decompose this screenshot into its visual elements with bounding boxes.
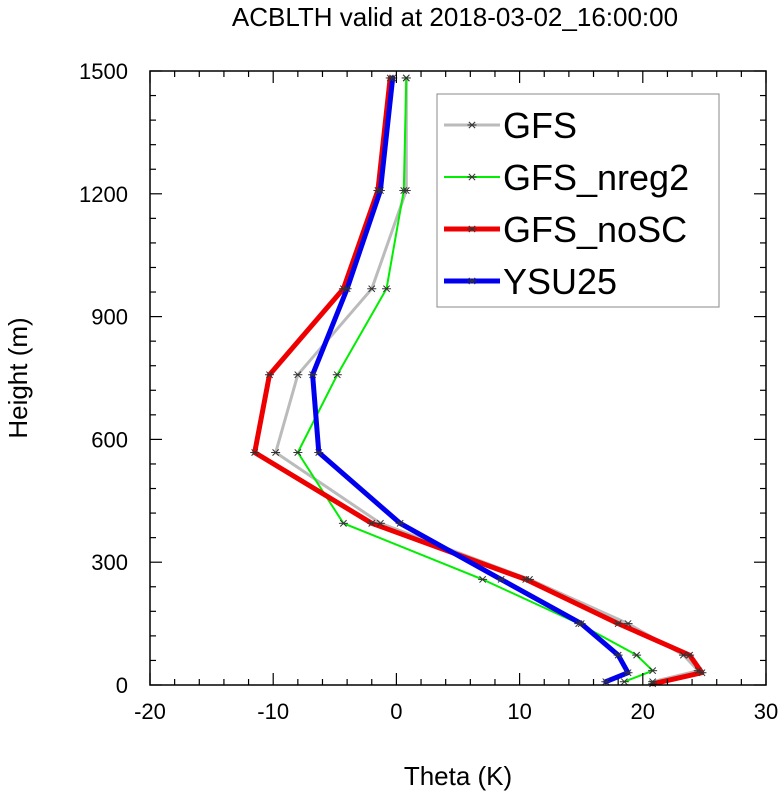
series-point-GFS_noSC (648, 680, 658, 688)
series-point-YSU25 (388, 74, 398, 82)
series-point-YSU25 (576, 620, 586, 628)
y-tick-label: 300 (91, 550, 128, 575)
plot-markers (250, 74, 707, 688)
series-point-GFS (293, 371, 303, 379)
series-point-GFS_nreg2 (399, 187, 409, 195)
series-point-YSU25 (375, 187, 385, 195)
series-point-YSU25 (496, 575, 506, 583)
plot-frame (149, 70, 767, 686)
y-tick-label: 1200 (79, 182, 128, 207)
legend-label-GFS_noSC: GFS_noSC (503, 209, 687, 250)
series-point-GFS_nreg2 (632, 651, 642, 659)
series-point-GFS (271, 448, 281, 457)
y-axis-label: Height (m) (3, 317, 33, 438)
y-tick-label: 600 (91, 427, 128, 452)
series-point-YSU25 (601, 678, 611, 686)
y-tick-label: 1500 (79, 59, 128, 84)
x-tick-label: 30 (754, 699, 778, 724)
series-point-YSU25 (623, 669, 633, 677)
series-point-GFS_noSC (521, 575, 531, 583)
series-point-GFS_noSC (250, 448, 260, 457)
series-point-YSU25 (342, 285, 352, 293)
legend: GFS GFS_nreg2 GFS_noSC YSU25 (436, 93, 720, 308)
chart-title: ACBLTH valid at 2018-03-02_16:00:00 (232, 2, 678, 32)
series-point-GFS_nreg2 (338, 519, 348, 527)
series-point-GFS_nreg2 (382, 285, 392, 293)
x-axis-label: Theta (K) (404, 761, 512, 791)
y-tick-label: 0 (116, 673, 128, 698)
x-tick-label: 0 (390, 699, 402, 724)
x-tick-label: -20 (134, 699, 166, 724)
series-point-GFS_noSC (685, 651, 695, 659)
legend-label-GFS_nreg2: GFS_nreg2 (503, 157, 689, 198)
x-tick-label: -10 (257, 699, 289, 724)
series-point-YSU25 (308, 371, 318, 379)
legend-entries: GFS GFS_nreg2 GFS_noSC YSU25 (444, 105, 689, 302)
series-point-GFS_nreg2 (293, 448, 303, 457)
series-point-YSU25 (314, 448, 324, 457)
y-tick-label: 900 (91, 305, 128, 330)
series-point-GFS (367, 285, 377, 293)
x-tick-label: 10 (507, 699, 531, 724)
legend-marker-YSU25 (467, 277, 477, 285)
series-point-YSU25 (395, 519, 405, 527)
series-point-YSU25 (613, 651, 623, 659)
series-point-GFS (375, 519, 385, 527)
series-point-GFS_noSC (367, 519, 377, 527)
series-point-GFS_noSC (697, 669, 707, 677)
legend-label-GFS: GFS (503, 105, 577, 146)
y-axis: 0 300 600 900 1200 1500 (79, 59, 766, 698)
series-point-GFS_nreg2 (401, 74, 411, 82)
series-point-GFS_nreg2 (619, 678, 629, 686)
series-point-GFS_noSC (265, 371, 275, 379)
legend-marker-GFS (467, 121, 477, 129)
legend-box (436, 93, 720, 308)
series-point-GFS_nreg2 (478, 575, 488, 583)
legend-marker-GFS_noSC (467, 225, 477, 233)
x-axis: -20 -10 0 10 20 30 (134, 71, 778, 724)
x-tick-label: 20 (631, 699, 655, 724)
series-point-GFS_noSC (613, 620, 623, 628)
legend-label-YSU25: YSU25 (503, 261, 617, 302)
series-point-GFS_nreg2 (332, 371, 342, 379)
series-point-GFS (623, 620, 633, 628)
legend-marker-GFS_nreg2 (467, 173, 477, 181)
series-point-GFS_nreg2 (648, 667, 658, 675)
